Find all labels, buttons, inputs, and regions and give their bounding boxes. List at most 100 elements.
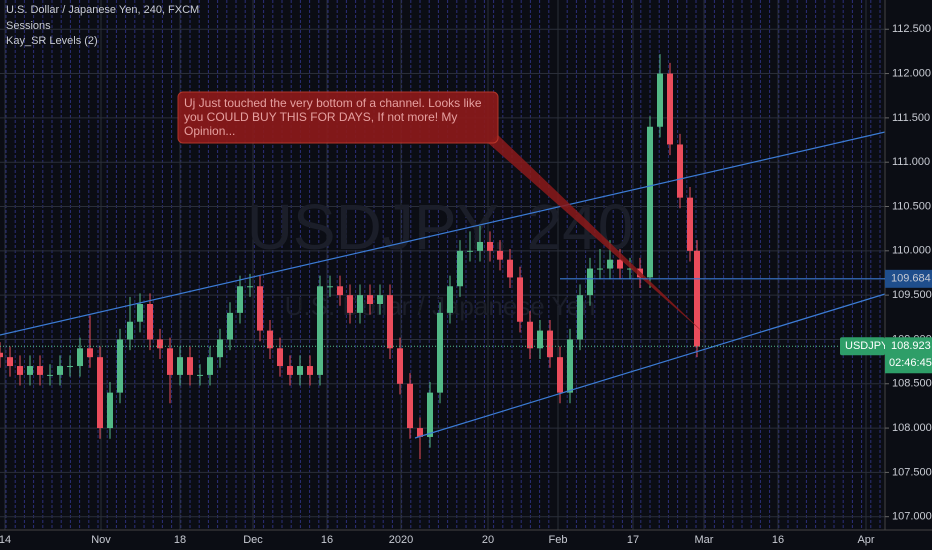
y-tick-label: 107.500 [892, 466, 932, 478]
x-tick-label: 18 [174, 534, 186, 546]
candle-body [377, 295, 383, 304]
candle-body [667, 73, 673, 145]
candle-body [597, 268, 603, 270]
candle-body [367, 295, 373, 304]
callout-text: Uj Just touched the very bottom of a cha… [184, 96, 482, 138]
candle-body [147, 303, 153, 340]
candle-body [407, 383, 413, 429]
candle-body [387, 295, 393, 349]
x-tick-label: 14 [0, 534, 11, 546]
candle-body [77, 348, 83, 367]
candle-body [477, 241, 483, 251]
x-tick-label: Nov [91, 534, 111, 546]
candle-body [547, 330, 553, 358]
candle-body [267, 330, 273, 349]
y-tick-label: 112.500 [892, 23, 931, 35]
y-tick-label: 107.000 [892, 511, 932, 523]
indicator-label: Sessions [6, 20, 51, 32]
candle-body [617, 259, 623, 269]
candle-body [507, 259, 513, 278]
candle-body [567, 339, 573, 393]
x-tick-label: 17 [627, 534, 639, 546]
callout-box [177, 91, 499, 144]
channel-lower [414, 293, 886, 439]
x-tick-label: 2020 [389, 534, 413, 546]
plot-background [0, 0, 885, 530]
candle-body [197, 374, 203, 376]
x-tick-label: 20 [482, 534, 494, 546]
candle-body [517, 277, 523, 322]
time-axis [0, 530, 885, 550]
level-label-bg [885, 269, 932, 288]
y-tick-label: 112.000 [892, 67, 931, 79]
callout: Uj Just touched the very bottom of a cha… [184, 96, 482, 138]
candle-body [17, 366, 23, 375]
candle-body [87, 348, 93, 358]
y-tick-label: 108.000 [892, 422, 932, 434]
candle-body [607, 259, 613, 269]
candle-body [417, 428, 423, 437]
candle-body [317, 286, 323, 375]
candle-body [487, 241, 493, 251]
axes: 107.000107.500108.000108.500109.000109.5… [0, 23, 932, 546]
candle-body [207, 357, 213, 375]
y-tick-label: 110.500 [892, 200, 931, 212]
channel-upper [0, 131, 886, 336]
indicator-label: Kay_SR Levels (2) [6, 35, 98, 47]
y-tick-label: 108.500 [892, 378, 932, 390]
candle-body [307, 366, 313, 375]
candle-body [187, 357, 193, 375]
y-tick-label: 111.500 [892, 112, 930, 124]
candle-body [297, 366, 303, 375]
candle-body [117, 339, 123, 393]
candle-body [107, 392, 113, 429]
watermark: USDJPY, 240 [247, 191, 634, 263]
price-label-bg [885, 337, 932, 374]
candle-body [694, 250, 700, 347]
candle-body [527, 321, 533, 349]
candle-body [497, 250, 503, 260]
candle-body [447, 286, 453, 313]
y-tick-label: 111.000 [892, 156, 930, 168]
x-tick-label: Feb [549, 534, 568, 546]
level-label: 109.684 [891, 273, 931, 285]
candle-body [167, 348, 173, 375]
candle-body [7, 357, 13, 367]
symbol-label: USDJPY [845, 340, 889, 352]
candle-body [657, 73, 663, 127]
candle-body [97, 357, 103, 429]
candle-body [157, 339, 163, 349]
candle-body [227, 312, 233, 340]
candle-body [587, 268, 593, 296]
x-tick-label: Apr [857, 534, 874, 546]
candle-body [0, 352, 3, 358]
candle-body [457, 250, 463, 287]
candle-body [437, 312, 443, 393]
candle-body [327, 286, 333, 288]
candle-body [237, 286, 243, 313]
candle-body [627, 268, 633, 270]
candle-body [467, 250, 473, 252]
candle-body [357, 295, 363, 313]
candle-body [37, 366, 43, 375]
candle-body [647, 126, 653, 278]
candle-body [427, 392, 433, 437]
chart-title: U.S. Dollar / Japanese Yen, 240, FXCM [6, 4, 199, 16]
candle-body [557, 357, 563, 393]
candle-body [687, 197, 693, 251]
candle-body [247, 286, 253, 288]
x-tick-label: Mar [695, 534, 714, 546]
candle-body [347, 295, 353, 313]
candle-body [577, 295, 583, 340]
x-tick-label: 16 [772, 534, 784, 546]
candle-body [257, 286, 263, 331]
candle-body [137, 303, 143, 322]
candle-body [397, 348, 403, 384]
symbol-label-bg [840, 337, 885, 356]
y-tick-label: 110.000 [892, 245, 931, 257]
candle-body [537, 330, 543, 349]
x-tick-label: 16 [321, 534, 333, 546]
price-label: 108.923 [891, 340, 931, 352]
